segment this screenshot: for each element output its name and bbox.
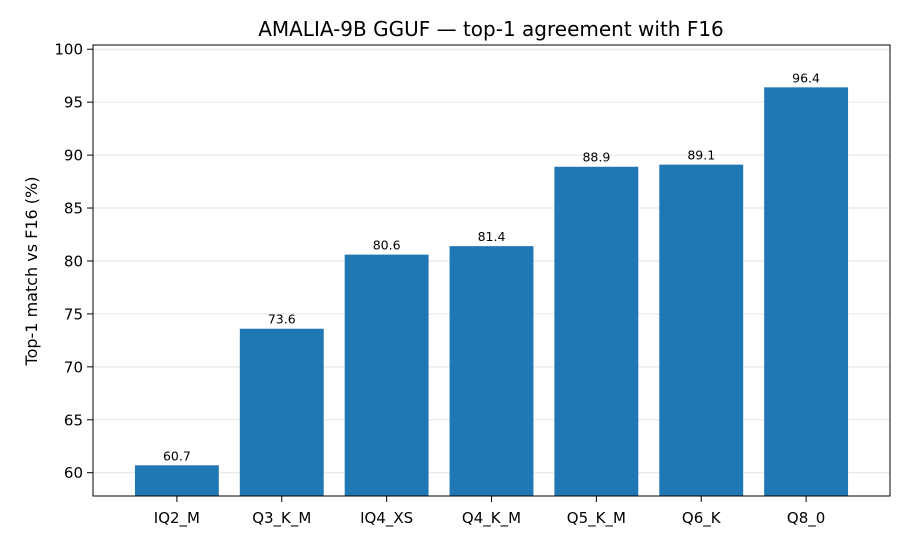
x-tick-label: IQ4_XS: [360, 509, 413, 528]
y-tick-label: 95: [64, 94, 83, 112]
bar: [449, 246, 534, 496]
bar-value-label: 73.6: [268, 312, 296, 327]
y-tick-label: 85: [64, 200, 83, 218]
data-labels: 60.7 73.6 80.6 81.4 88.9 89.1 96.4: [163, 70, 820, 463]
bars: [134, 87, 849, 497]
y-tick-label: 80: [64, 252, 83, 270]
bar-value-label: 81.4: [478, 229, 506, 244]
y-tick-label: 70: [64, 358, 83, 376]
bar-value-label: 96.4: [792, 70, 820, 85]
x-tick-label: IQ2_M: [154, 509, 200, 528]
x-tick-label: Q6_K: [682, 509, 722, 528]
bar: [344, 254, 429, 496]
bar-value-label: 89.1: [687, 148, 715, 163]
bar: [134, 465, 219, 496]
y-axis-label: Top-1 match vs F16 (%): [22, 177, 41, 367]
x-tick-label: Q3_K_M: [252, 509, 311, 528]
x-tick-label: Q5_K_M: [567, 509, 626, 528]
y-tick-label: 65: [64, 411, 83, 429]
y-tick-label: 90: [64, 147, 83, 165]
bar-value-label: 88.9: [582, 150, 610, 165]
bar: [239, 328, 324, 496]
bar-value-label: 60.7: [163, 448, 191, 463]
axes: 60 65 70 75 80 85 90 95 100 IQ2_M Q3_K_M IQ4_XS Q4_K…: [54, 41, 891, 528]
plot-frame: [92, 44, 891, 497]
y-tick-label: 75: [64, 305, 83, 323]
bar: [659, 164, 744, 496]
bar: [764, 87, 849, 497]
x-tick-label: Q4_K_M: [462, 509, 521, 528]
y-tick-label: 60: [64, 464, 83, 482]
chart-title: AMALIA-9B GGUF — top-1 agreement with F1…: [258, 17, 724, 41]
bar: [554, 166, 639, 496]
y-tick-label: 100: [54, 41, 83, 59]
x-tick-label: Q8_0: [787, 509, 825, 528]
bar-value-label: 80.6: [373, 238, 401, 253]
